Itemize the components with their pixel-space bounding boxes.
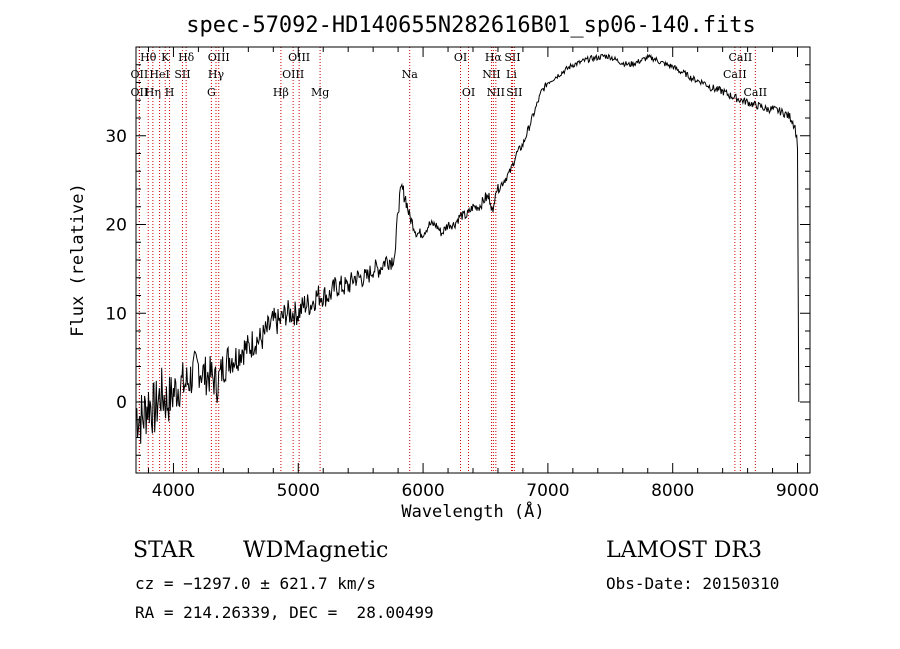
object-class: STAR <box>133 538 194 563</box>
line-marker-label-9: G <box>207 86 216 99</box>
line-marker-label-7: SII <box>174 68 190 81</box>
line-marker-label-18: OI <box>462 86 475 99</box>
line-marker-label-8: Hδ <box>178 51 195 64</box>
line-marker-label-14: OIII <box>288 51 310 64</box>
line-marker-label-3: Hη <box>145 86 161 99</box>
chart-title: spec-57092-HD140655N282616B01_sp06-140.f… <box>186 13 756 38</box>
y-tick-label-1: 10 <box>105 304 127 324</box>
line-marker-label-17: OI <box>454 51 467 64</box>
object-subclass: WDMagnetic <box>243 538 389 563</box>
line-marker-label-20: Hα <box>485 51 503 64</box>
x-tick-label-3: 7000 <box>526 481 569 501</box>
line-marker-label-19: NII <box>482 68 500 81</box>
line-marker-label-4: HeI <box>149 68 169 81</box>
y-axis-label: Flux (relative) <box>68 183 88 337</box>
spectrum-line <box>135 53 800 444</box>
x-tick-label-2: 6000 <box>401 481 444 501</box>
line-marker-label-21: NII <box>487 86 505 99</box>
obs-date-text: Obs-Date: 20150310 <box>606 574 780 593</box>
y-tick-label-3: 30 <box>105 127 127 147</box>
y-tick-label-0: 0 <box>116 393 127 413</box>
line-marker-label-16: Na <box>402 68 419 81</box>
line-marker-label-5: K <box>161 51 170 64</box>
line-marker-label-23: SII <box>504 51 520 64</box>
x-tick-label-0: 4000 <box>152 481 195 501</box>
line-marker-label-11: OIII <box>208 51 230 64</box>
x-tick-label-5: 9000 <box>776 481 819 501</box>
line-marker-label-25: CaII <box>723 68 747 81</box>
line-marker-label-22: Li <box>506 68 517 81</box>
line-marker-label-13: OIII <box>282 68 304 81</box>
x-axis-label: Wavelength (Å) <box>401 500 544 522</box>
plot-frame <box>135 46 811 474</box>
x-tick-label-1: 5000 <box>277 481 320 501</box>
line-marker-label-12: Hβ <box>273 86 289 99</box>
line-marker-label-2: OII <box>131 86 149 99</box>
line-marker-label-24: SII <box>506 86 522 99</box>
coords-text: RA = 214.26339, DEC = 28.00499 <box>135 603 434 622</box>
y-tick-label-2: 20 <box>105 216 127 236</box>
line-marker-label-15: Mg <box>311 86 329 99</box>
line-marker-label-10: Hγ <box>208 68 225 81</box>
line-marker-label-26: CaII <box>729 51 753 64</box>
x-tick-label-4: 8000 <box>651 481 694 501</box>
line-marker-label-6: H <box>165 86 175 99</box>
survey-name: LAMOST DR3 <box>606 538 762 563</box>
redshift-text: cz = −1297.0 ± 621.7 km/s <box>135 574 376 593</box>
line-marker-label-0: Hθ <box>140 51 157 64</box>
line-marker-label-27: CaII <box>743 86 767 99</box>
spectrum-chart: spec-57092-HD140655N282616B01_sp06-140.f… <box>68 13 819 522</box>
